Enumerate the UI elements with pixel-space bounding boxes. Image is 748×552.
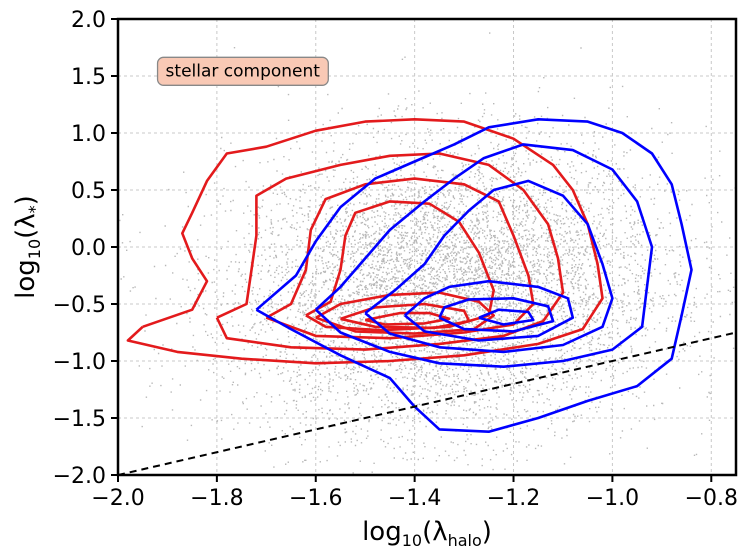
- blue-contour-level-1: [255, 118, 693, 434]
- axis-ticks: −2.0 −1.8 −1.6 −1.4 −1.2 −1.0 −0.8 −2.0 −1.5 −1.0…: [53, 8, 738, 511]
- x-axis-label: log10(λhalo): [362, 517, 492, 550]
- y-tick-label: 0.0: [71, 236, 106, 261]
- scatter-points: [119, 32, 736, 475]
- blue-contour-level-4: [403, 279, 575, 342]
- one-to-one-dashed-line: [118, 331, 736, 475]
- y-tick-label: 0.5: [71, 179, 106, 204]
- annotation-box: stellar component: [156, 56, 329, 86]
- blue-contour-level-6: [478, 308, 535, 326]
- y-tick-label: −1.5: [53, 407, 106, 432]
- y-axis-label: log10(λ*): [11, 195, 44, 299]
- blue-contour-level-5: [438, 296, 555, 333]
- y-axis-label-open: (λ: [11, 213, 41, 239]
- annotation-text: stellar component: [166, 61, 321, 81]
- red-contour-level-2: [215, 152, 565, 351]
- y-tick-label: −0.5: [53, 293, 106, 318]
- x-tick-label: −2.0: [91, 486, 144, 511]
- scatter-point-cloud: [119, 32, 736, 475]
- x-axis-label-var-sub: halo: [448, 531, 482, 550]
- y-tick-label: 1.5: [71, 65, 106, 90]
- y-axis-label-log: log: [11, 259, 41, 299]
- x-axis-label-open: (λ: [422, 517, 448, 547]
- x-axis-label-close: ): [482, 517, 492, 547]
- y-tick-label: 1.0: [71, 122, 106, 147]
- blue-contour-level-2: [314, 143, 654, 369]
- contour-lines: [126, 118, 693, 434]
- x-tick-label: −1.0: [586, 486, 639, 511]
- y-axis-label-var-sub: *: [25, 205, 44, 213]
- annotation-box-frame: [156, 56, 329, 86]
- x-tick-label: −1.8: [190, 486, 243, 511]
- x-tick-label: −1.2: [487, 486, 540, 511]
- x-tick-label: −1.4: [388, 486, 441, 511]
- x-tick-label: −1.6: [289, 486, 342, 511]
- reference-line: [118, 331, 736, 475]
- y-axis-label-close: ): [11, 195, 41, 205]
- y-axis-label-sub: 10: [25, 239, 44, 259]
- y-tick-label: 2.0: [71, 8, 106, 33]
- blue-contour-level-3: [364, 179, 614, 354]
- y-tick-label: −1.0: [53, 350, 106, 375]
- x-axis-label-log: log: [362, 517, 402, 547]
- red-contour-level-5: [315, 291, 496, 335]
- x-axis-label-sub: 10: [402, 531, 422, 550]
- red-contour-level-7: [364, 311, 451, 326]
- x-tick-label: −0.8: [685, 486, 738, 511]
- red-contour-level-6: [340, 302, 471, 330]
- plot-frame: [116, 17, 738, 477]
- y-tick-label: −2.0: [53, 464, 106, 489]
